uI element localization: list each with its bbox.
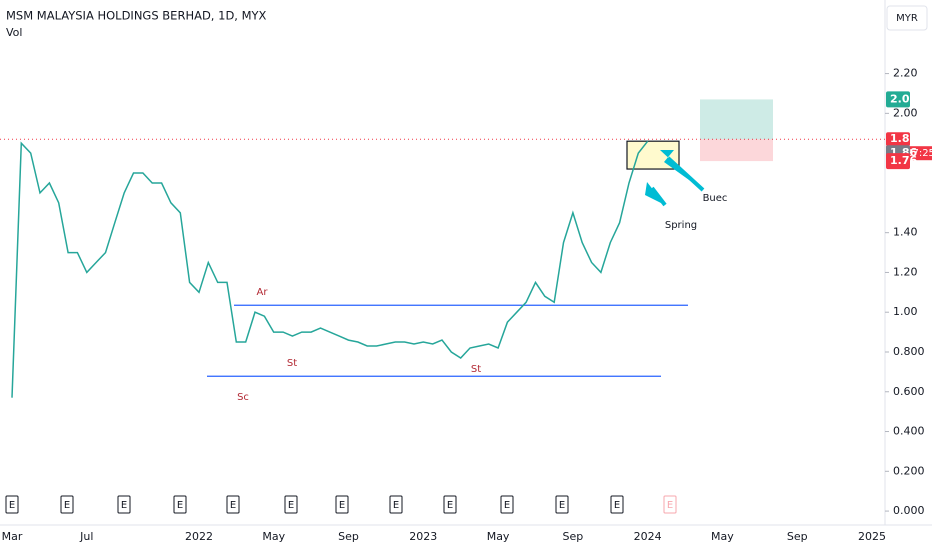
earnings-box (443, 495, 457, 514)
earnings-box (555, 495, 569, 514)
earnings-marker: E (121, 500, 127, 511)
annotation: Buec (703, 193, 728, 204)
annotation: St (471, 364, 481, 375)
loss-zone (700, 139, 773, 162)
earnings-box (5, 495, 19, 514)
earnings-marker: E (288, 500, 294, 511)
earnings-marker: E (64, 500, 70, 511)
price-line (11, 140, 649, 398)
earnings-box (117, 495, 131, 514)
y-tick-label: 2.20 (893, 67, 918, 80)
earnings-box (60, 495, 74, 514)
chart-title: MSM MALAYSIA HOLDINGS BERHAD, 1D, MYX (6, 9, 267, 23)
earnings-box (173, 495, 187, 514)
y-tick-label: 0.800 (893, 345, 925, 358)
earnings-marker: E (447, 500, 453, 511)
earnings-box (284, 495, 298, 514)
earnings-box (610, 495, 624, 514)
y-tick-label: 0.600 (893, 385, 925, 398)
annotation: St (287, 358, 297, 369)
currency-box[interactable] (886, 5, 928, 31)
earnings-marker: E (559, 500, 565, 511)
y-tick-label: 1.20 (893, 265, 918, 278)
earnings-marker: E (230, 500, 236, 511)
x-tick-label: Sep (563, 530, 584, 543)
annotation: Spring (665, 220, 697, 231)
price-tag-label: 2.07 (890, 92, 917, 105)
y-tick-label: 0.400 (893, 425, 925, 438)
earnings-marker: E (339, 500, 345, 511)
earnings-box (389, 495, 403, 514)
y-tick-label: 0.200 (893, 464, 925, 477)
earnings-box (663, 495, 677, 514)
x-tick-label: Sep (787, 530, 808, 543)
x-tick-label: 2025 (858, 530, 886, 543)
earnings-box (226, 495, 240, 514)
x-tick-label: May (262, 530, 285, 543)
countdown: 07:27:25 (890, 148, 932, 159)
x-tick-label: 2023 (409, 530, 437, 543)
x-tick-label: Mar (2, 530, 23, 543)
x-tick-label: Sep (338, 530, 359, 543)
price-tag (886, 132, 910, 147)
earnings-marker: E (614, 500, 620, 511)
x-tick-label: Jul (79, 530, 93, 543)
annotation: Ar (257, 287, 269, 298)
price-tag-label: 1.76 (890, 154, 917, 167)
earnings-marker: E (393, 500, 399, 511)
y-tick-label: 1.40 (893, 226, 918, 239)
annotation: Sc (237, 392, 249, 403)
y-tick-label: 0.000 (893, 504, 925, 517)
price-tag-label: 1.87 (890, 132, 917, 145)
arrow (650, 186, 667, 207)
price-tag (886, 153, 910, 170)
earnings-box (500, 495, 514, 514)
earnings-marker: E (504, 500, 510, 511)
arrow (666, 156, 705, 192)
price-tag (886, 91, 910, 108)
earnings-marker: E (9, 500, 15, 511)
earnings-marker: E (177, 500, 183, 511)
earnings-box (335, 495, 349, 514)
x-tick-label: May (711, 530, 734, 543)
currency[interactable]: MYR (896, 13, 918, 24)
y-tick-label: 2.00 (893, 106, 918, 119)
profit-zone (700, 99, 773, 140)
x-tick-label: 2024 (634, 530, 662, 543)
y-tick-label: 1.00 (893, 305, 918, 318)
earnings-marker: E (667, 500, 673, 511)
x-tick-label: May (487, 530, 510, 543)
volume-label: Vol (6, 26, 22, 39)
x-tick-label: 2022 (185, 530, 213, 543)
